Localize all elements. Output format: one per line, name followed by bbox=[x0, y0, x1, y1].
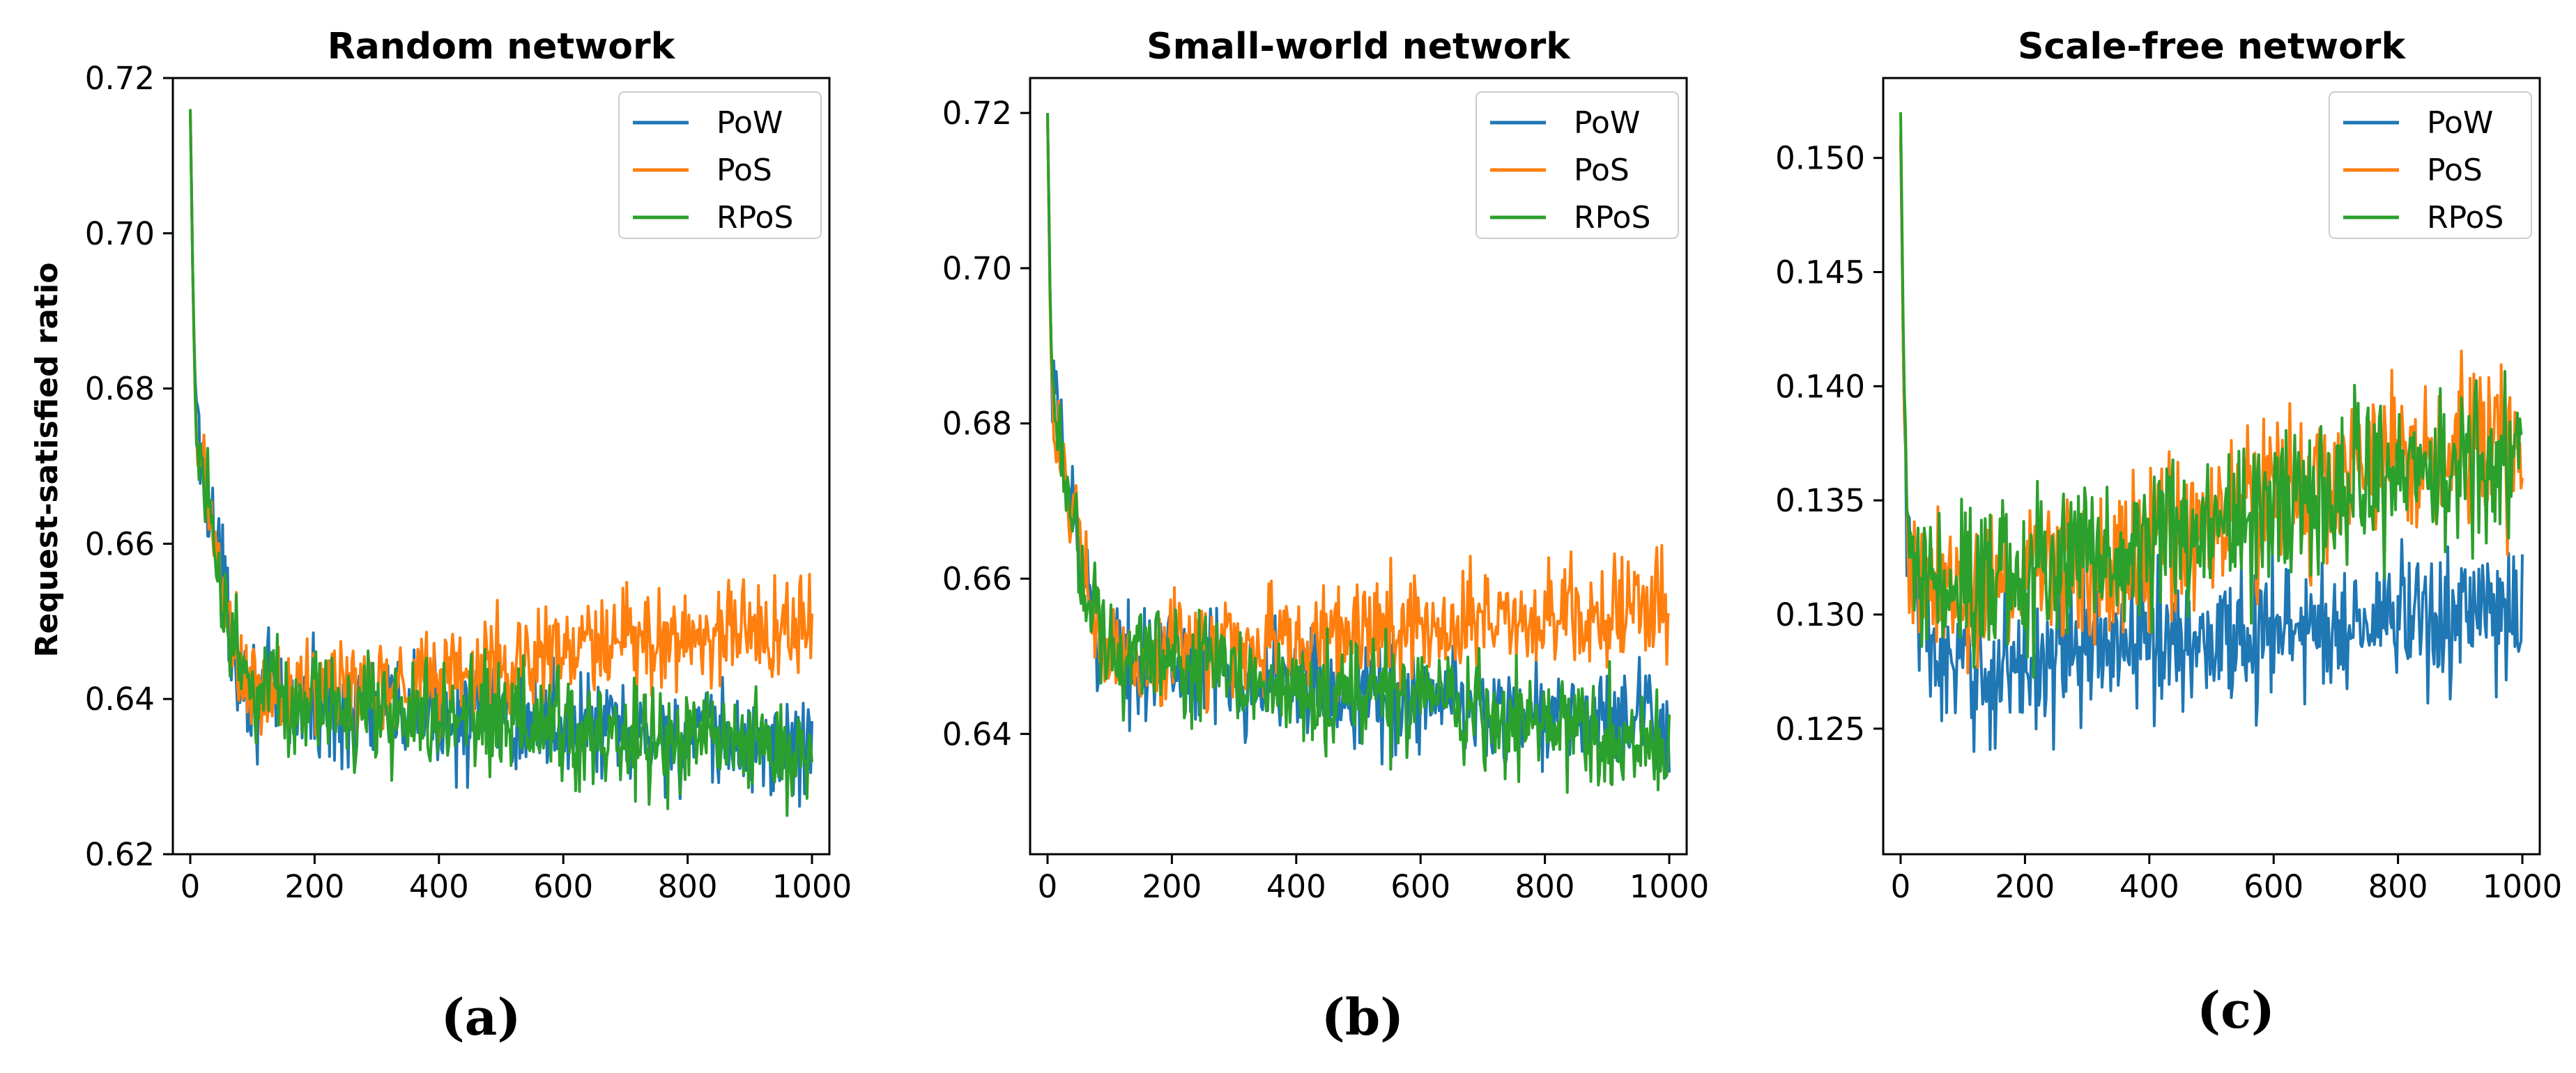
x-tick-label: 0 bbox=[181, 868, 201, 905]
series-group bbox=[1046, 113, 1671, 794]
x-tick-label: 0 bbox=[1038, 868, 1058, 905]
y-tick-label: 0.72 bbox=[942, 95, 1012, 132]
legend-label-rpos: RPoS bbox=[716, 200, 793, 236]
panel-label: (c) bbox=[2197, 980, 2275, 1040]
plot-frame bbox=[1882, 77, 2541, 856]
chart-random-network: Random network 0 200 400 600 800 1000 0.62 0.64 0… bbox=[85, 26, 852, 1047]
legend-label-pow: PoW bbox=[1574, 105, 1640, 141]
panel-label: (a) bbox=[441, 987, 521, 1047]
series-line-pos bbox=[189, 109, 813, 743]
series-line-rpos bbox=[189, 109, 813, 817]
y-tick-label: 0.72 bbox=[85, 60, 155, 97]
x-tick-label: 600 bbox=[533, 868, 593, 905]
legend-label-pos: PoS bbox=[2427, 153, 2483, 188]
x-tick-label: 200 bbox=[284, 868, 344, 905]
x-tick-label: 400 bbox=[2119, 868, 2179, 905]
legend-label-pow: PoW bbox=[2427, 105, 2493, 141]
x-tick-label: 600 bbox=[1390, 868, 1450, 905]
y-tick-label: 0.130 bbox=[1775, 596, 1865, 633]
series-line-rpos bbox=[1046, 113, 1671, 794]
chart-title: Random network bbox=[328, 26, 676, 68]
x-tick-label: 200 bbox=[1142, 868, 1202, 905]
y-tick-label: 0.68 bbox=[942, 406, 1012, 442]
plot-frame bbox=[171, 77, 831, 856]
legend: PoW PoS RPoS bbox=[618, 91, 822, 239]
chart-title: Small-world network bbox=[1147, 26, 1571, 68]
y-tick-label: 0.68 bbox=[85, 371, 155, 408]
y-tick-label: 0.150 bbox=[1775, 140, 1865, 177]
series-line-pow bbox=[1899, 134, 2524, 753]
x-tick-label: 400 bbox=[409, 868, 469, 905]
x-tick-label: 1000 bbox=[2483, 868, 2563, 905]
x-tick-label: 800 bbox=[658, 868, 718, 905]
y-tick-label: 0.135 bbox=[1775, 482, 1865, 519]
plot-frame bbox=[1029, 77, 1688, 856]
y-tick-label: 0.64 bbox=[85, 681, 155, 718]
y-tick-label: 0.145 bbox=[1775, 254, 1865, 291]
legend: PoW PoS RPoS bbox=[2329, 91, 2532, 239]
y-tick-label: 0.62 bbox=[85, 836, 155, 873]
chart-scale-free-network: Scale-free network 0 200 400 600 800 1000 0.125… bbox=[1775, 26, 2562, 1040]
legend-box bbox=[1475, 91, 1679, 239]
legend-label-pow: PoW bbox=[716, 105, 783, 141]
series-line-rpos bbox=[1899, 112, 2523, 679]
y-tick-label: 0.70 bbox=[85, 215, 155, 252]
legend-label-rpos: RPoS bbox=[2427, 200, 2504, 236]
y-tick-label: 0.64 bbox=[942, 716, 1012, 752]
x-tick-label: 1000 bbox=[772, 868, 852, 905]
x-tick-label: 800 bbox=[2368, 868, 2428, 905]
legend-label-pos: PoS bbox=[716, 153, 772, 188]
legend-label-rpos: RPoS bbox=[1574, 200, 1650, 236]
y-tick-label: 0.66 bbox=[85, 525, 155, 562]
y-tick-label: 0.66 bbox=[942, 561, 1012, 598]
x-tick-label: 800 bbox=[1515, 868, 1575, 905]
legend-label-pos: PoS bbox=[1574, 153, 1630, 188]
x-tick-label: 0 bbox=[1891, 868, 1911, 905]
x-tick-label: 600 bbox=[2244, 868, 2303, 905]
x-tick-label: 200 bbox=[1995, 868, 2055, 905]
chart-title: Scale-free network bbox=[2018, 26, 2406, 68]
x-tick-label: 1000 bbox=[1630, 868, 1710, 905]
y-tick-label: 0.140 bbox=[1775, 368, 1865, 405]
x-tick-label: 400 bbox=[1266, 868, 1326, 905]
legend-box bbox=[2329, 91, 2532, 239]
legend-box bbox=[618, 91, 822, 239]
series-group bbox=[189, 109, 813, 817]
legend: PoW PoS RPoS bbox=[1475, 91, 1679, 239]
series-group bbox=[1899, 112, 2524, 753]
chart-small-world-network: Small-world network 0 200 400 600 800 1000 0.64… bbox=[942, 26, 1709, 1047]
panel-label: (b) bbox=[1321, 987, 1404, 1047]
y-tick-label: 0.125 bbox=[1775, 711, 1865, 748]
y-tick-label: 0.70 bbox=[942, 250, 1012, 287]
series-line-pos bbox=[1899, 134, 2524, 674]
y-axis-label: Request-satisfied ratio bbox=[29, 262, 65, 657]
